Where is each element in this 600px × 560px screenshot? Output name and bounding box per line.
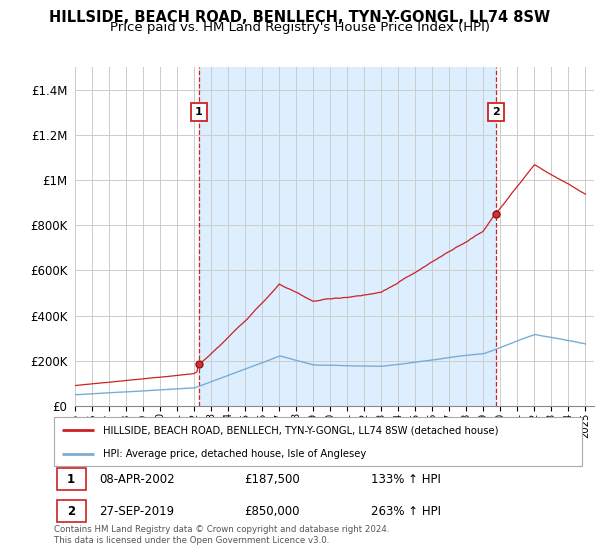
FancyBboxPatch shape bbox=[54, 417, 582, 466]
Text: 1: 1 bbox=[195, 107, 203, 117]
Text: Price paid vs. HM Land Registry's House Price Index (HPI): Price paid vs. HM Land Registry's House … bbox=[110, 21, 490, 34]
Text: HILLSIDE, BEACH ROAD, BENLLECH, TYN-Y-GONGL, LL74 8SW: HILLSIDE, BEACH ROAD, BENLLECH, TYN-Y-GO… bbox=[49, 10, 551, 25]
Text: HILLSIDE, BEACH ROAD, BENLLECH, TYN-Y-GONGL, LL74 8SW (detached house): HILLSIDE, BEACH ROAD, BENLLECH, TYN-Y-GO… bbox=[103, 426, 498, 436]
FancyBboxPatch shape bbox=[56, 500, 86, 522]
Text: 263% ↑ HPI: 263% ↑ HPI bbox=[371, 505, 441, 517]
FancyBboxPatch shape bbox=[56, 468, 86, 490]
Text: 133% ↑ HPI: 133% ↑ HPI bbox=[371, 473, 440, 486]
Text: 27-SEP-2019: 27-SEP-2019 bbox=[99, 505, 174, 517]
Text: Contains HM Land Registry data © Crown copyright and database right 2024.
This d: Contains HM Land Registry data © Crown c… bbox=[54, 525, 389, 545]
Bar bbox=[199, 67, 496, 406]
Text: HPI: Average price, detached house, Isle of Anglesey: HPI: Average price, detached house, Isle… bbox=[103, 449, 366, 459]
Text: 08-APR-2002: 08-APR-2002 bbox=[99, 473, 175, 486]
Text: £187,500: £187,500 bbox=[244, 473, 300, 486]
Text: £850,000: £850,000 bbox=[244, 505, 299, 517]
Text: 2: 2 bbox=[67, 505, 75, 517]
Text: 1: 1 bbox=[67, 473, 75, 486]
Text: 2: 2 bbox=[492, 107, 500, 117]
